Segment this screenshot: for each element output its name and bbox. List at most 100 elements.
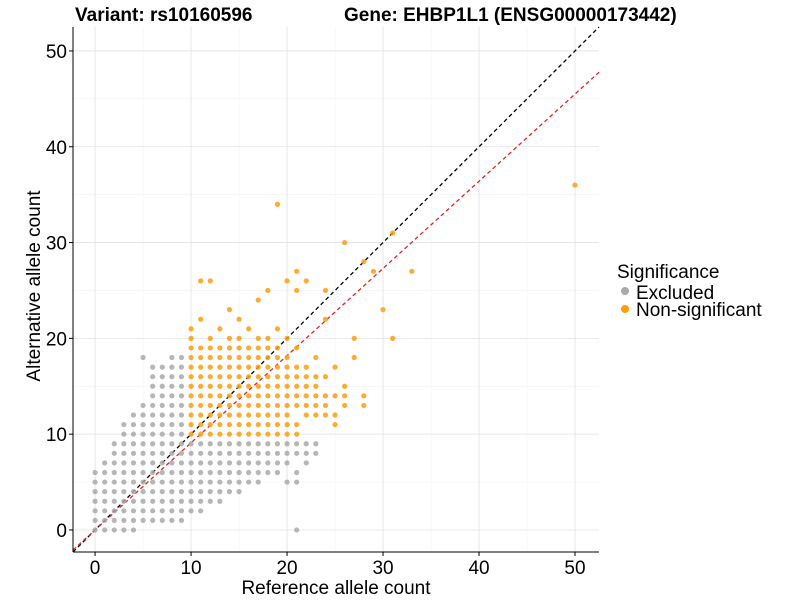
data-point-excluded [159,489,165,495]
data-point-nonsig [284,402,290,409]
data-point-nonsig [217,412,223,418]
data-point-nonsig [188,412,194,418]
data-point-excluded [92,469,98,476]
data-point-nonsig [265,374,271,380]
data-point-nonsig [188,383,194,389]
data-point-nonsig [274,354,281,361]
data-point-nonsig [322,402,329,409]
data-point-excluded [178,364,185,370]
data-point-nonsig [303,374,309,380]
data-point-nonsig [217,326,223,332]
data-point-excluded [130,441,137,447]
data-point-nonsig [303,278,309,284]
data-point-nonsig [342,239,348,246]
data-point-nonsig [198,316,204,322]
data-point-excluded [121,489,127,495]
data-point-excluded [255,450,261,456]
y-axis-title: Alternative allele count [24,190,45,382]
data-point-nonsig [322,393,329,399]
data-point-excluded [121,450,127,456]
data-point-excluded [294,469,300,476]
data-point-excluded [121,469,127,476]
data-point-excluded [140,441,146,447]
data-point-nonsig [207,345,213,351]
data-point-excluded [150,421,156,428]
data-point-excluded [274,469,281,476]
legend-swatch-nonsignificant [621,305,629,313]
data-point-nonsig [188,421,194,428]
data-point-nonsig [322,374,329,380]
data-point-nonsig [342,402,348,409]
data-point-excluded [150,412,156,418]
data-point-nonsig [188,374,194,380]
data-point-excluded [102,517,108,523]
data-point-excluded [207,469,213,476]
data-point-nonsig [265,335,271,341]
data-point-nonsig [188,431,194,437]
data-point-nonsig [217,393,223,399]
data-point-excluded [236,450,242,456]
data-point-nonsig [284,364,290,370]
reference-line-identity [72,26,600,553]
data-point-excluded [111,489,117,495]
data-point-nonsig [255,354,261,361]
data-point-nonsig [188,345,194,351]
data-point-nonsig [322,287,329,294]
data-point-nonsig [274,421,281,428]
data-point-excluded [294,450,300,456]
chart-title-gene: Gene: EHBP1L1 (ENSG00000173442) [344,5,677,26]
data-point-excluded [102,489,108,495]
data-point-excluded [159,517,165,523]
data-point-nonsig [265,431,271,437]
data-point-nonsig [274,364,281,370]
data-point-excluded [150,364,156,370]
data-point-excluded [121,527,127,533]
data-point-nonsig [226,374,233,380]
data-point-nonsig [294,287,300,294]
data-point-nonsig [265,393,271,399]
y-tick-label: 30 [46,234,67,255]
data-point-nonsig [246,345,252,351]
data-point-nonsig [188,354,194,361]
data-point-excluded [198,469,204,476]
data-point-excluded [265,460,271,466]
data-point-nonsig [284,354,290,361]
data-point-nonsig [332,364,338,370]
data-point-nonsig [236,364,242,370]
data-point-excluded [188,479,194,485]
data-point-nonsig [255,383,261,389]
data-point-nonsig [313,354,319,361]
data-point-nonsig [226,383,233,389]
data-point-excluded [159,508,165,514]
data-point-nonsig [188,335,194,341]
data-point-nonsig [294,402,300,409]
data-point-excluded [188,469,194,476]
data-point-nonsig [207,431,213,437]
data-point-excluded [178,402,185,409]
data-point-excluded [169,393,175,399]
data-point-nonsig [294,345,300,351]
data-point-nonsig [322,412,329,418]
data-point-excluded [284,450,290,456]
data-point-excluded [150,469,156,476]
data-point-excluded [169,479,175,485]
data-point-nonsig [265,287,271,294]
data-point-nonsig [246,393,252,399]
data-point-excluded [130,489,137,495]
data-point-excluded [169,412,175,418]
data-point-excluded [284,460,290,466]
data-point-excluded [150,431,156,437]
data-point-nonsig [265,383,271,389]
data-point-excluded [217,450,223,456]
data-point-nonsig [303,402,309,409]
reference-lines [72,26,600,553]
data-point-excluded [169,517,175,523]
data-point-nonsig [226,335,233,341]
data-point-excluded [159,460,165,466]
data-point-nonsig [226,402,233,409]
data-point-nonsig [217,345,223,351]
data-point-nonsig [303,383,309,389]
data-point-excluded [255,469,261,476]
data-point-excluded [274,460,281,466]
data-point-nonsig [361,402,367,409]
